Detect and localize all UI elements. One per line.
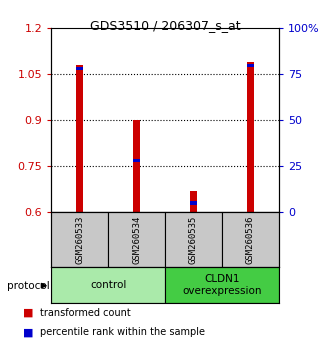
Bar (222, 212, 279, 267)
Text: GSM260536: GSM260536 (246, 216, 255, 264)
Text: GSM260533: GSM260533 (75, 216, 84, 264)
Text: ■: ■ (23, 308, 34, 318)
Text: protocol: protocol (7, 281, 50, 291)
Bar (108, 212, 165, 267)
Bar (133, 159, 140, 162)
Bar (133, 120, 140, 212)
Text: transformed count: transformed count (40, 308, 130, 318)
Bar (51, 267, 165, 303)
Text: GSM260534: GSM260534 (132, 216, 141, 264)
Bar (247, 64, 254, 67)
Bar (165, 212, 222, 267)
Bar (51, 212, 108, 267)
Text: percentile rank within the sample: percentile rank within the sample (40, 327, 205, 337)
Bar (190, 201, 197, 205)
Text: GSM260535: GSM260535 (189, 216, 198, 264)
Bar (76, 67, 83, 70)
Text: GDS3510 / 206307_s_at: GDS3510 / 206307_s_at (90, 19, 240, 33)
Text: ■: ■ (23, 327, 34, 337)
Bar (190, 191, 197, 212)
Text: control: control (90, 280, 126, 290)
Bar (165, 267, 279, 303)
Text: CLDN1
overexpression: CLDN1 overexpression (182, 274, 262, 296)
Bar (247, 62, 254, 212)
Bar (76, 65, 83, 212)
